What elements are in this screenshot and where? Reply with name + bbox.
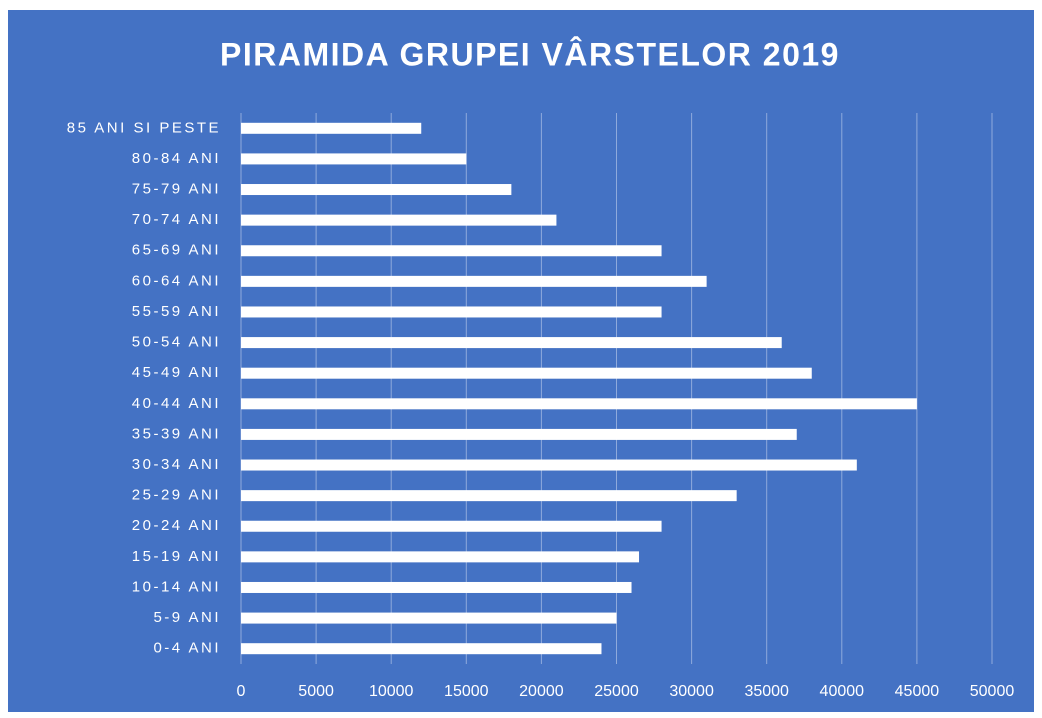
y-tick-label: 15-19 ANI: [132, 548, 221, 565]
bar: [241, 459, 857, 471]
x-tick-label: 50000: [970, 683, 1015, 700]
bar: [241, 306, 662, 318]
bar: [241, 581, 632, 593]
bar: [241, 367, 812, 379]
y-tick-label: 50-54 ANI: [132, 334, 221, 351]
y-tick-label: 25-29 ANI: [132, 487, 221, 504]
x-tick-label: 35000: [744, 683, 789, 700]
bar: [241, 245, 662, 257]
chart-background: [8, 10, 1034, 712]
x-tick-label: 45000: [895, 683, 940, 700]
bar: [241, 428, 797, 440]
bar: [241, 643, 602, 655]
y-tick-label: 40-44 ANI: [132, 395, 221, 412]
y-tick-label: 75-79 ANI: [132, 180, 221, 197]
y-tick-label: 5-9 ANI: [153, 609, 221, 626]
y-tick-label: 55-59 ANI: [132, 303, 221, 320]
y-tick-label: 0-4 ANI: [153, 640, 221, 657]
y-tick-label: 80-84 ANI: [132, 150, 221, 167]
y-tick-label: 60-64 ANI: [132, 272, 221, 289]
x-tick-label: 10000: [369, 683, 414, 700]
bar: [241, 398, 917, 410]
bar: [241, 122, 422, 134]
x-tick-label: 40000: [820, 683, 865, 700]
x-tick-label: 5000: [298, 683, 334, 700]
y-tick-label: 30-34 ANI: [132, 456, 221, 473]
y-tick-label: 45-49 ANI: [132, 364, 221, 381]
bar: [241, 184, 512, 196]
y-tick-label: 85 ANI SI PESTE: [67, 119, 221, 136]
y-tick-label: 10-14 ANI: [132, 578, 221, 595]
y-tick-label: 20-24 ANI: [132, 517, 221, 534]
y-tick-label: 35-39 ANI: [132, 425, 221, 442]
bar: [241, 275, 707, 287]
bar: [241, 551, 640, 563]
bar: [241, 337, 782, 349]
x-tick-label: 20000: [519, 683, 564, 700]
y-tick-label: 65-69 ANI: [132, 242, 221, 259]
bar: [241, 612, 617, 624]
bar: [241, 214, 557, 226]
x-tick-label: 15000: [444, 683, 489, 700]
bar: [241, 153, 467, 165]
chart-title: PIRAMIDA GRUPEI VÂRSTELOR 2019: [220, 36, 840, 72]
x-tick-label: 30000: [669, 683, 714, 700]
x-tick-label: 25000: [594, 683, 639, 700]
bar: [241, 490, 737, 502]
y-tick-label: 70-74 ANI: [132, 211, 221, 228]
bar: [241, 520, 662, 532]
x-tick-label: 0: [237, 683, 246, 700]
